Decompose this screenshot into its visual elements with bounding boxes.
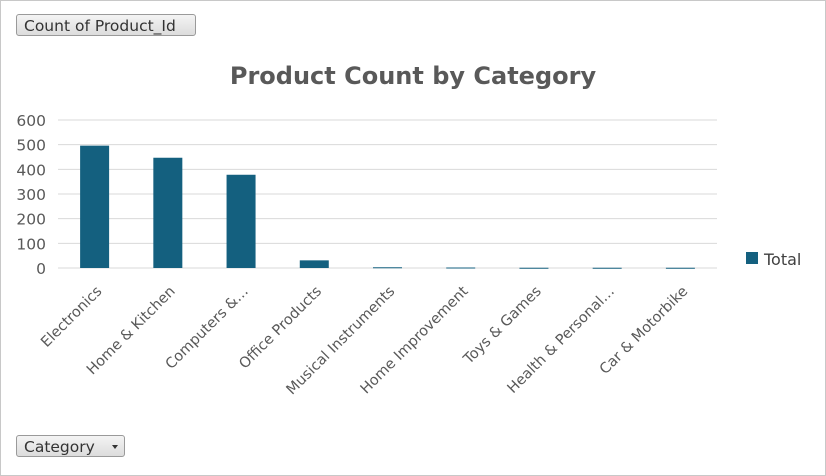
bar-5 (446, 267, 476, 269)
y-tick-label: 300 (16, 186, 46, 204)
bar-0 (80, 145, 110, 268)
bar-7 (592, 267, 622, 269)
category-field-label: Category (24, 438, 95, 456)
values-field-button[interactable]: Count of Product_Id (16, 14, 196, 36)
legend: Total (746, 250, 801, 269)
legend-label-total: Total (763, 250, 801, 269)
y-tick-label: 100 (16, 235, 46, 253)
y-tick-label: 200 (16, 211, 46, 229)
bar-8 (665, 267, 695, 269)
bar-2 (226, 174, 256, 268)
y-tick-label: 0 (36, 260, 46, 278)
y-axis-ticks: 0 100 200 300 400 500 600 (16, 112, 46, 278)
x-category-label: Electronics (38, 284, 105, 351)
chart-title: Product Count by Category (230, 62, 597, 90)
bar-1 (153, 157, 183, 268)
y-tick-label: 600 (16, 112, 46, 130)
category-field-dropdown[interactable]: Category (16, 435, 125, 457)
bar-4 (373, 267, 402, 269)
bar-3 (299, 260, 329, 268)
y-tick-label: 400 (16, 161, 46, 179)
dropdown-arrow-icon (112, 445, 118, 449)
bar-6 (519, 267, 549, 269)
bars (80, 145, 695, 269)
x-category-label: Toys & Games (460, 284, 545, 369)
legend-swatch-total (746, 252, 758, 264)
y-tick-label: 500 (16, 137, 46, 155)
